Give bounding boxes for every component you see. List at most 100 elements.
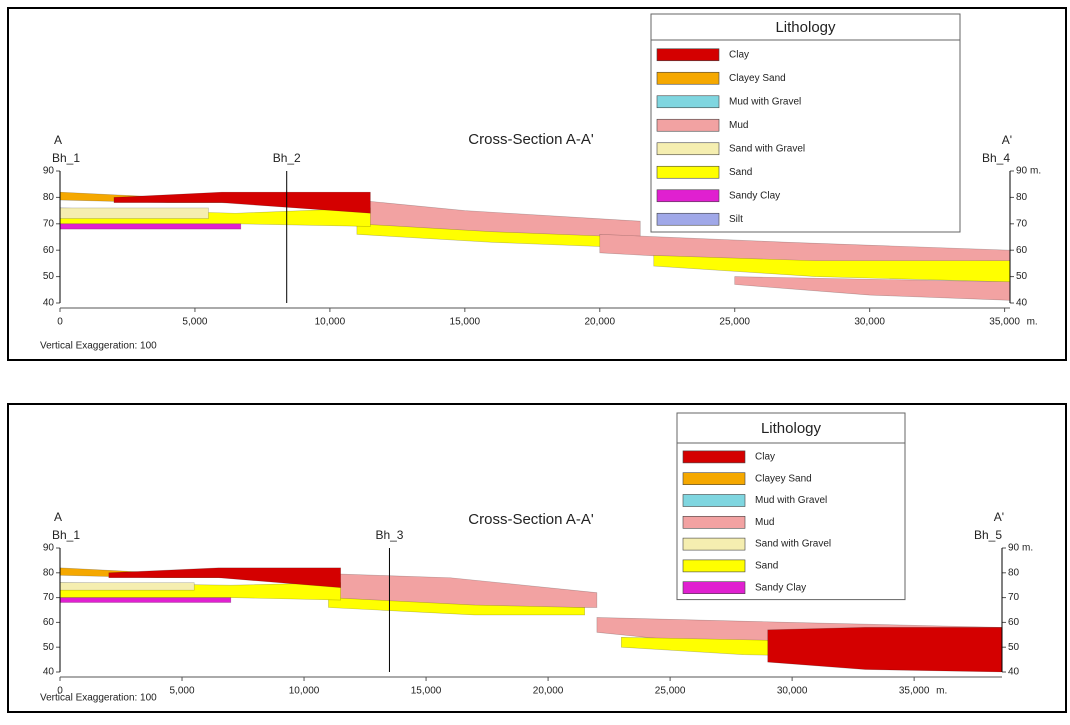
legend-label: Sand with Gravel: [755, 539, 831, 550]
y-tick-label: 50: [43, 271, 55, 282]
x-tick-label: 10,000: [289, 686, 320, 697]
section-end-label: A': [994, 510, 1004, 524]
legend-label: Sandy Clay: [755, 582, 806, 593]
legend-label: Sand: [729, 167, 752, 178]
legend-label: Mud with Gravel: [755, 495, 827, 506]
lithology-layer: [59, 207, 209, 219]
x-tick-label: 25,000: [719, 317, 750, 328]
panel-frame: [7, 403, 1067, 713]
legend-label: Sand: [755, 561, 778, 572]
legend-swatch: [682, 472, 746, 486]
y-tick-label: 60: [43, 245, 55, 256]
borehole-label: Bh_4: [982, 151, 1010, 165]
lithology-layer: [767, 627, 1003, 673]
y-tick-label: 40: [43, 667, 55, 678]
y-tick-label-right: 80: [1008, 567, 1020, 578]
y-tick-label: 40: [43, 298, 55, 309]
legend-swatch: [656, 95, 720, 109]
x-tick-label: 30,000: [777, 686, 808, 697]
section-start-label: A: [54, 510, 62, 524]
lithology-layer: [113, 191, 371, 214]
x-tick-label: 20,000: [533, 686, 564, 697]
chart-title: Cross-Section A-A': [468, 131, 594, 148]
y-tick-label-right: 90: [1016, 166, 1028, 177]
section-end-label: A': [1002, 133, 1012, 147]
y-tick-label: 60: [43, 617, 55, 628]
y-tick-label-right: 90: [1008, 543, 1020, 554]
borehole-label: Bh_1: [52, 528, 80, 542]
y-tick-label-right: 60: [1016, 245, 1028, 256]
y-tick-label: 50: [43, 642, 55, 653]
x-unit: m.: [936, 686, 947, 697]
borehole-label: Bh_3: [375, 528, 403, 542]
x-tick-label: 25,000: [655, 686, 686, 697]
x-unit: m.: [1027, 317, 1038, 328]
x-tick-label: 35,000: [989, 317, 1020, 328]
legend-swatch: [656, 212, 720, 226]
y-tick-label: 70: [43, 218, 55, 229]
note: Vertical Exaggeration: 100: [40, 693, 157, 704]
y-tick-label-right: 80: [1016, 192, 1028, 203]
x-tick-label: 20,000: [584, 317, 615, 328]
y-tick-label-right: 70: [1016, 218, 1028, 229]
legend-label: Clayey Sand: [755, 473, 812, 484]
legend-swatch: [656, 142, 720, 156]
y-tick-label-right: 50: [1008, 642, 1020, 653]
legend-label: Clay: [755, 452, 775, 463]
x-tick-label: 10,000: [315, 317, 346, 328]
legend-label: Mud: [755, 517, 774, 528]
y-tick-label: 90: [43, 166, 55, 177]
y-unit: m.: [1030, 166, 1041, 177]
y-tick-label-right: 60: [1008, 617, 1020, 628]
legend-label: Clay: [729, 49, 749, 60]
legend-swatch: [682, 581, 746, 595]
borehole-label: Bh_1: [52, 151, 80, 165]
legend-title: Lithology: [775, 19, 836, 36]
x-tick-label: 15,000: [450, 317, 481, 328]
legend-swatch: [682, 450, 746, 464]
x-tick-label: 5,000: [182, 317, 207, 328]
lithology-layer: [108, 567, 341, 589]
legend-label: Silt: [729, 214, 743, 225]
legend-swatch: [656, 189, 720, 203]
x-tick-label: 0: [57, 317, 63, 328]
lithology-layer: [59, 582, 195, 591]
borehole-label: Bh_2: [273, 151, 301, 165]
y-unit: m.: [1022, 543, 1033, 554]
section-start-label: A: [54, 133, 62, 147]
legend-label: Sand with Gravel: [729, 143, 805, 154]
y-tick-label-right: 70: [1008, 592, 1020, 603]
borehole-label: Bh_5: [974, 528, 1002, 542]
legend-label: Clayey Sand: [729, 73, 786, 84]
lithology-layer: [59, 597, 232, 603]
lithology-layer: [328, 597, 585, 616]
panel-frame: [7, 7, 1067, 361]
x-tick-label: 15,000: [411, 686, 442, 697]
y-tick-label-right: 40: [1008, 667, 1020, 678]
note: Vertical Exaggeration: 100: [40, 341, 157, 352]
y-tick-label: 80: [43, 567, 55, 578]
y-tick-label-right: 50: [1016, 271, 1028, 282]
x-tick-label: 5,000: [170, 686, 195, 697]
legend-label: Mud with Gravel: [729, 96, 801, 107]
lithology-layer: [59, 223, 242, 230]
x-tick-label: 30,000: [854, 317, 885, 328]
chart-title: Cross-Section A-A': [468, 511, 594, 528]
legend-swatch: [656, 165, 720, 179]
x-tick-label: 0: [57, 686, 63, 697]
legend-swatch: [682, 559, 746, 573]
legend-label: Sandy Clay: [729, 190, 780, 201]
legend-swatch: [682, 537, 746, 551]
legend-swatch: [682, 494, 746, 507]
legend-swatch: [682, 515, 746, 529]
legend-swatch: [656, 118, 720, 132]
y-tick-label: 90: [43, 543, 55, 554]
y-tick-label: 70: [43, 592, 55, 603]
x-tick-label: 35,000: [899, 686, 930, 697]
y-tick-label-right: 40: [1016, 298, 1028, 309]
y-tick-label: 80: [43, 192, 55, 203]
legend-title: Lithology: [761, 420, 822, 437]
legend-swatch: [656, 48, 720, 62]
